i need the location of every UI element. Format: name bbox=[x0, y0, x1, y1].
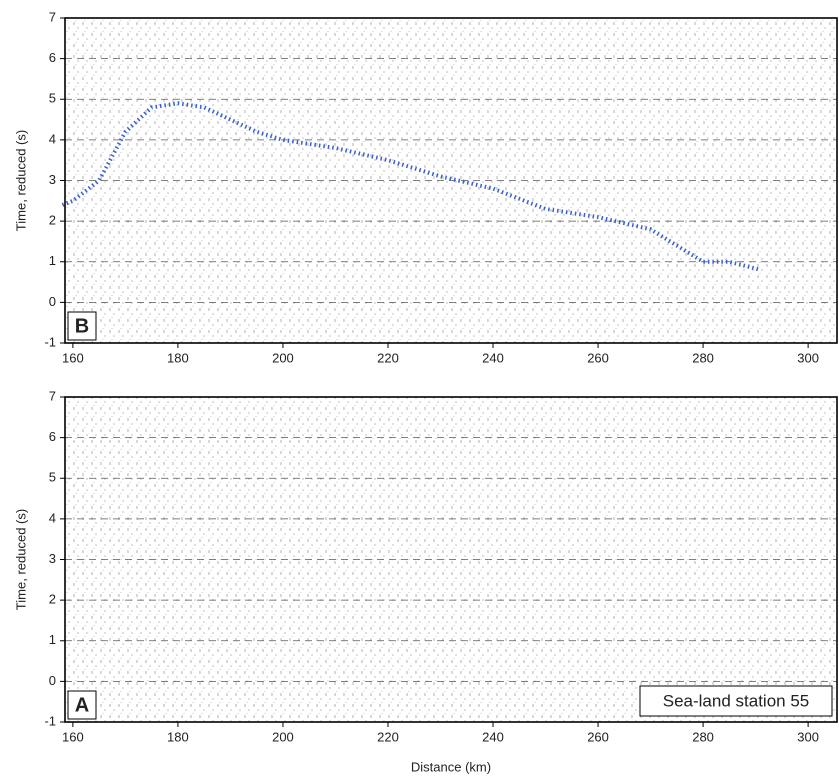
y-tick-label: 5 bbox=[49, 91, 56, 106]
y-tick-label: 4 bbox=[49, 510, 56, 525]
x-tick-label: 280 bbox=[692, 729, 714, 744]
y-tick-label: 1 bbox=[49, 253, 56, 268]
y-tick-label: -1 bbox=[44, 713, 56, 728]
y-tick-label: 6 bbox=[49, 50, 56, 65]
panel-label-box bbox=[67, 311, 97, 341]
y-tick-label: 0 bbox=[49, 294, 56, 309]
y-tick-label: 3 bbox=[49, 172, 56, 187]
panel-label: A bbox=[75, 694, 89, 716]
panel-label: B bbox=[75, 315, 89, 337]
y-tick-label: 0 bbox=[49, 673, 56, 688]
y-tick-label: 4 bbox=[49, 131, 56, 146]
y-tick-label: 5 bbox=[49, 470, 56, 485]
y-tick-label: 7 bbox=[49, 388, 56, 403]
y-tick-label: -1 bbox=[44, 334, 56, 349]
x-tick-label: 160 bbox=[62, 350, 84, 365]
panel-label-box bbox=[67, 690, 97, 720]
x-axis-label: Distance (km) bbox=[411, 759, 491, 774]
y-tick-label: 7 bbox=[49, 9, 56, 24]
x-tick-label: 260 bbox=[587, 729, 609, 744]
y-axis-label: Time, reduced (s) bbox=[13, 509, 28, 610]
travel-time-picks bbox=[61, 101, 762, 272]
plot-frame bbox=[64, 396, 838, 723]
annotation: Sea-land station 55 bbox=[663, 691, 810, 710]
y-tick-label: 6 bbox=[49, 429, 56, 444]
y-tick-label: 1 bbox=[49, 632, 56, 647]
y-tick-label: 2 bbox=[49, 592, 56, 607]
x-tick-label: 200 bbox=[272, 350, 294, 365]
y-tick-label: 2 bbox=[49, 213, 56, 228]
x-tick-label: 240 bbox=[482, 350, 504, 365]
annotation-box bbox=[639, 685, 833, 717]
y-axis-label: Time, reduced (s) bbox=[13, 130, 28, 231]
x-tick-label: 280 bbox=[692, 350, 714, 365]
x-tick-label: 180 bbox=[167, 729, 189, 744]
x-tick-label: 200 bbox=[272, 729, 294, 744]
x-tick-label: 180 bbox=[167, 350, 189, 365]
x-tick-label: 240 bbox=[482, 729, 504, 744]
x-tick-label: 160 bbox=[62, 729, 84, 744]
x-tick-label: 220 bbox=[377, 729, 399, 744]
plot-frame bbox=[64, 17, 838, 344]
y-tick-label: 3 bbox=[49, 551, 56, 566]
x-tick-label: 260 bbox=[587, 350, 609, 365]
x-tick-label: 220 bbox=[377, 350, 399, 365]
x-tick-label: 300 bbox=[797, 350, 819, 365]
x-tick-label: 300 bbox=[797, 729, 819, 744]
